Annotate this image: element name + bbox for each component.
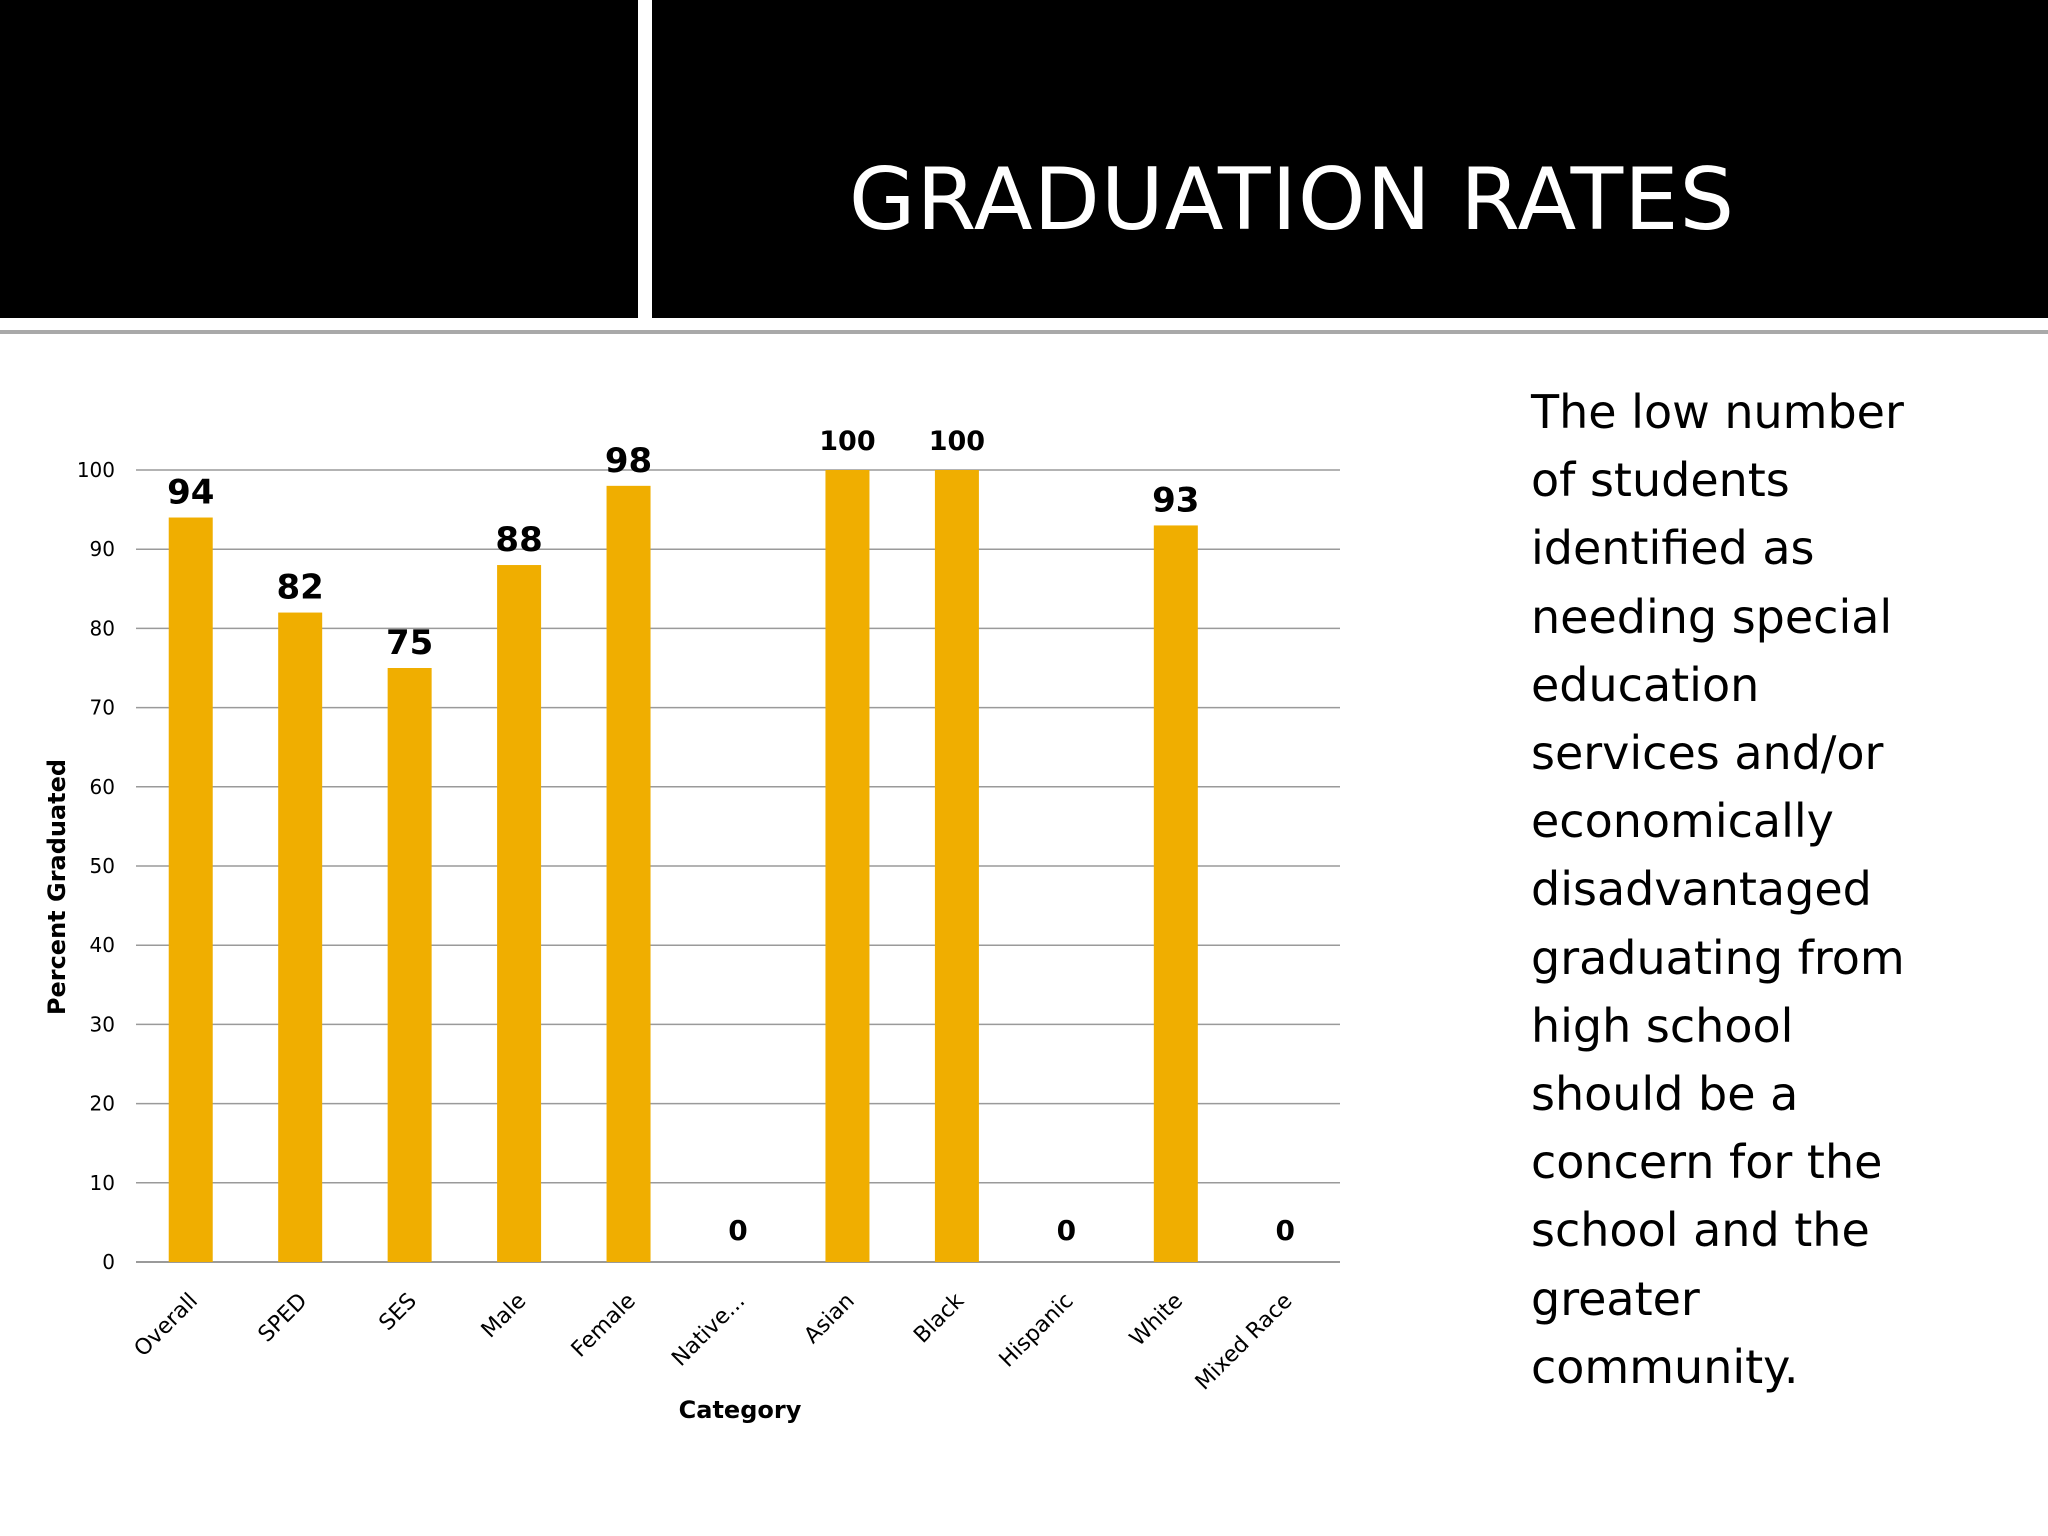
data-label: 82 xyxy=(277,568,324,608)
commentary-line: concern for the xyxy=(1531,1135,1883,1190)
x-axis-title: Category xyxy=(679,1396,802,1424)
y-tick-label: 90 xyxy=(90,537,115,561)
bar-chart-svg: 0 10 20 30 40 50 60 70 80 90 100 94 82 75 88 98 0 100 100… xyxy=(43,426,1340,1424)
data-label: 94 xyxy=(167,473,214,513)
slide-title: GRADUATION RATES xyxy=(848,150,1736,250)
commentary-line: of students xyxy=(1531,453,1790,508)
y-tick-label: 60 xyxy=(90,775,115,799)
y-tick-label: 30 xyxy=(90,1012,115,1036)
commentary-line: education xyxy=(1531,657,1760,712)
commentary-line: should be a xyxy=(1531,1067,1799,1122)
header-block-right xyxy=(652,0,2048,318)
header-block-left xyxy=(0,0,638,318)
y-tick-label: 10 xyxy=(90,1171,115,1195)
bar xyxy=(1153,525,1198,1262)
x-tick-label: Asian xyxy=(800,1289,860,1349)
x-tick-label: Native... xyxy=(667,1289,750,1372)
data-label: 0 xyxy=(728,1214,747,1247)
bar xyxy=(606,485,651,1263)
bar xyxy=(497,565,542,1262)
x-tick-label: Male xyxy=(477,1289,532,1344)
commentary-line: school and the xyxy=(1531,1203,1870,1258)
commentary-line: The low number xyxy=(1531,385,1904,439)
bar xyxy=(934,470,979,1262)
commentary-text: The low number of students identified as… xyxy=(1531,378,2031,1401)
commentary-line: needing special xyxy=(1531,589,1893,644)
data-label: 100 xyxy=(819,426,875,457)
data-label: 75 xyxy=(386,623,433,663)
commentary-line: identified as xyxy=(1531,521,1815,576)
x-tick-label: Black xyxy=(909,1288,969,1348)
commentary-line: community. xyxy=(1531,1339,1799,1394)
y-tick-label: 50 xyxy=(90,854,115,878)
header-divider xyxy=(0,330,2048,334)
data-label: 88 xyxy=(495,520,542,560)
bar xyxy=(278,612,323,1262)
y-tick-label: 0 xyxy=(102,1250,115,1274)
y-tick-label: 70 xyxy=(90,696,115,720)
data-label: 0 xyxy=(1057,1214,1076,1247)
commentary-line: disadvantaged xyxy=(1531,862,1872,917)
y-axis-title: Percent Graduated xyxy=(43,759,71,1015)
bar xyxy=(387,668,432,1262)
commentary-line: graduating from xyxy=(1531,930,1905,985)
commentary-line: greater xyxy=(1531,1271,1700,1326)
bar-chart: 0 10 20 30 40 50 60 70 80 90 100 94 82 75 88 98 0 100 100… xyxy=(0,380,1380,1460)
x-tick-label: Mixed Race xyxy=(1191,1289,1298,1396)
x-tick-label: SES xyxy=(375,1289,422,1336)
x-tick-label: SPED xyxy=(254,1289,313,1348)
data-label: 0 xyxy=(1276,1214,1295,1247)
x-tick-label: White xyxy=(1125,1289,1188,1352)
y-tick-label: 80 xyxy=(90,616,115,640)
x-tick-label: Hispanic xyxy=(995,1289,1079,1373)
commentary-line: economically xyxy=(1531,794,1834,849)
bar xyxy=(168,517,213,1262)
x-tick-label: Female xyxy=(567,1289,641,1363)
y-tick-label: 100 xyxy=(77,458,115,482)
bar xyxy=(825,470,870,1262)
data-label: 93 xyxy=(1152,480,1199,520)
data-label: 98 xyxy=(605,441,652,481)
x-tick-label: Overall xyxy=(130,1289,203,1362)
commentary-line: services and/or xyxy=(1531,726,1884,781)
commentary-line: high school xyxy=(1531,998,1794,1053)
y-tick-label: 40 xyxy=(90,933,115,957)
y-tick-label: 20 xyxy=(90,1092,115,1116)
data-label: 100 xyxy=(929,426,985,457)
